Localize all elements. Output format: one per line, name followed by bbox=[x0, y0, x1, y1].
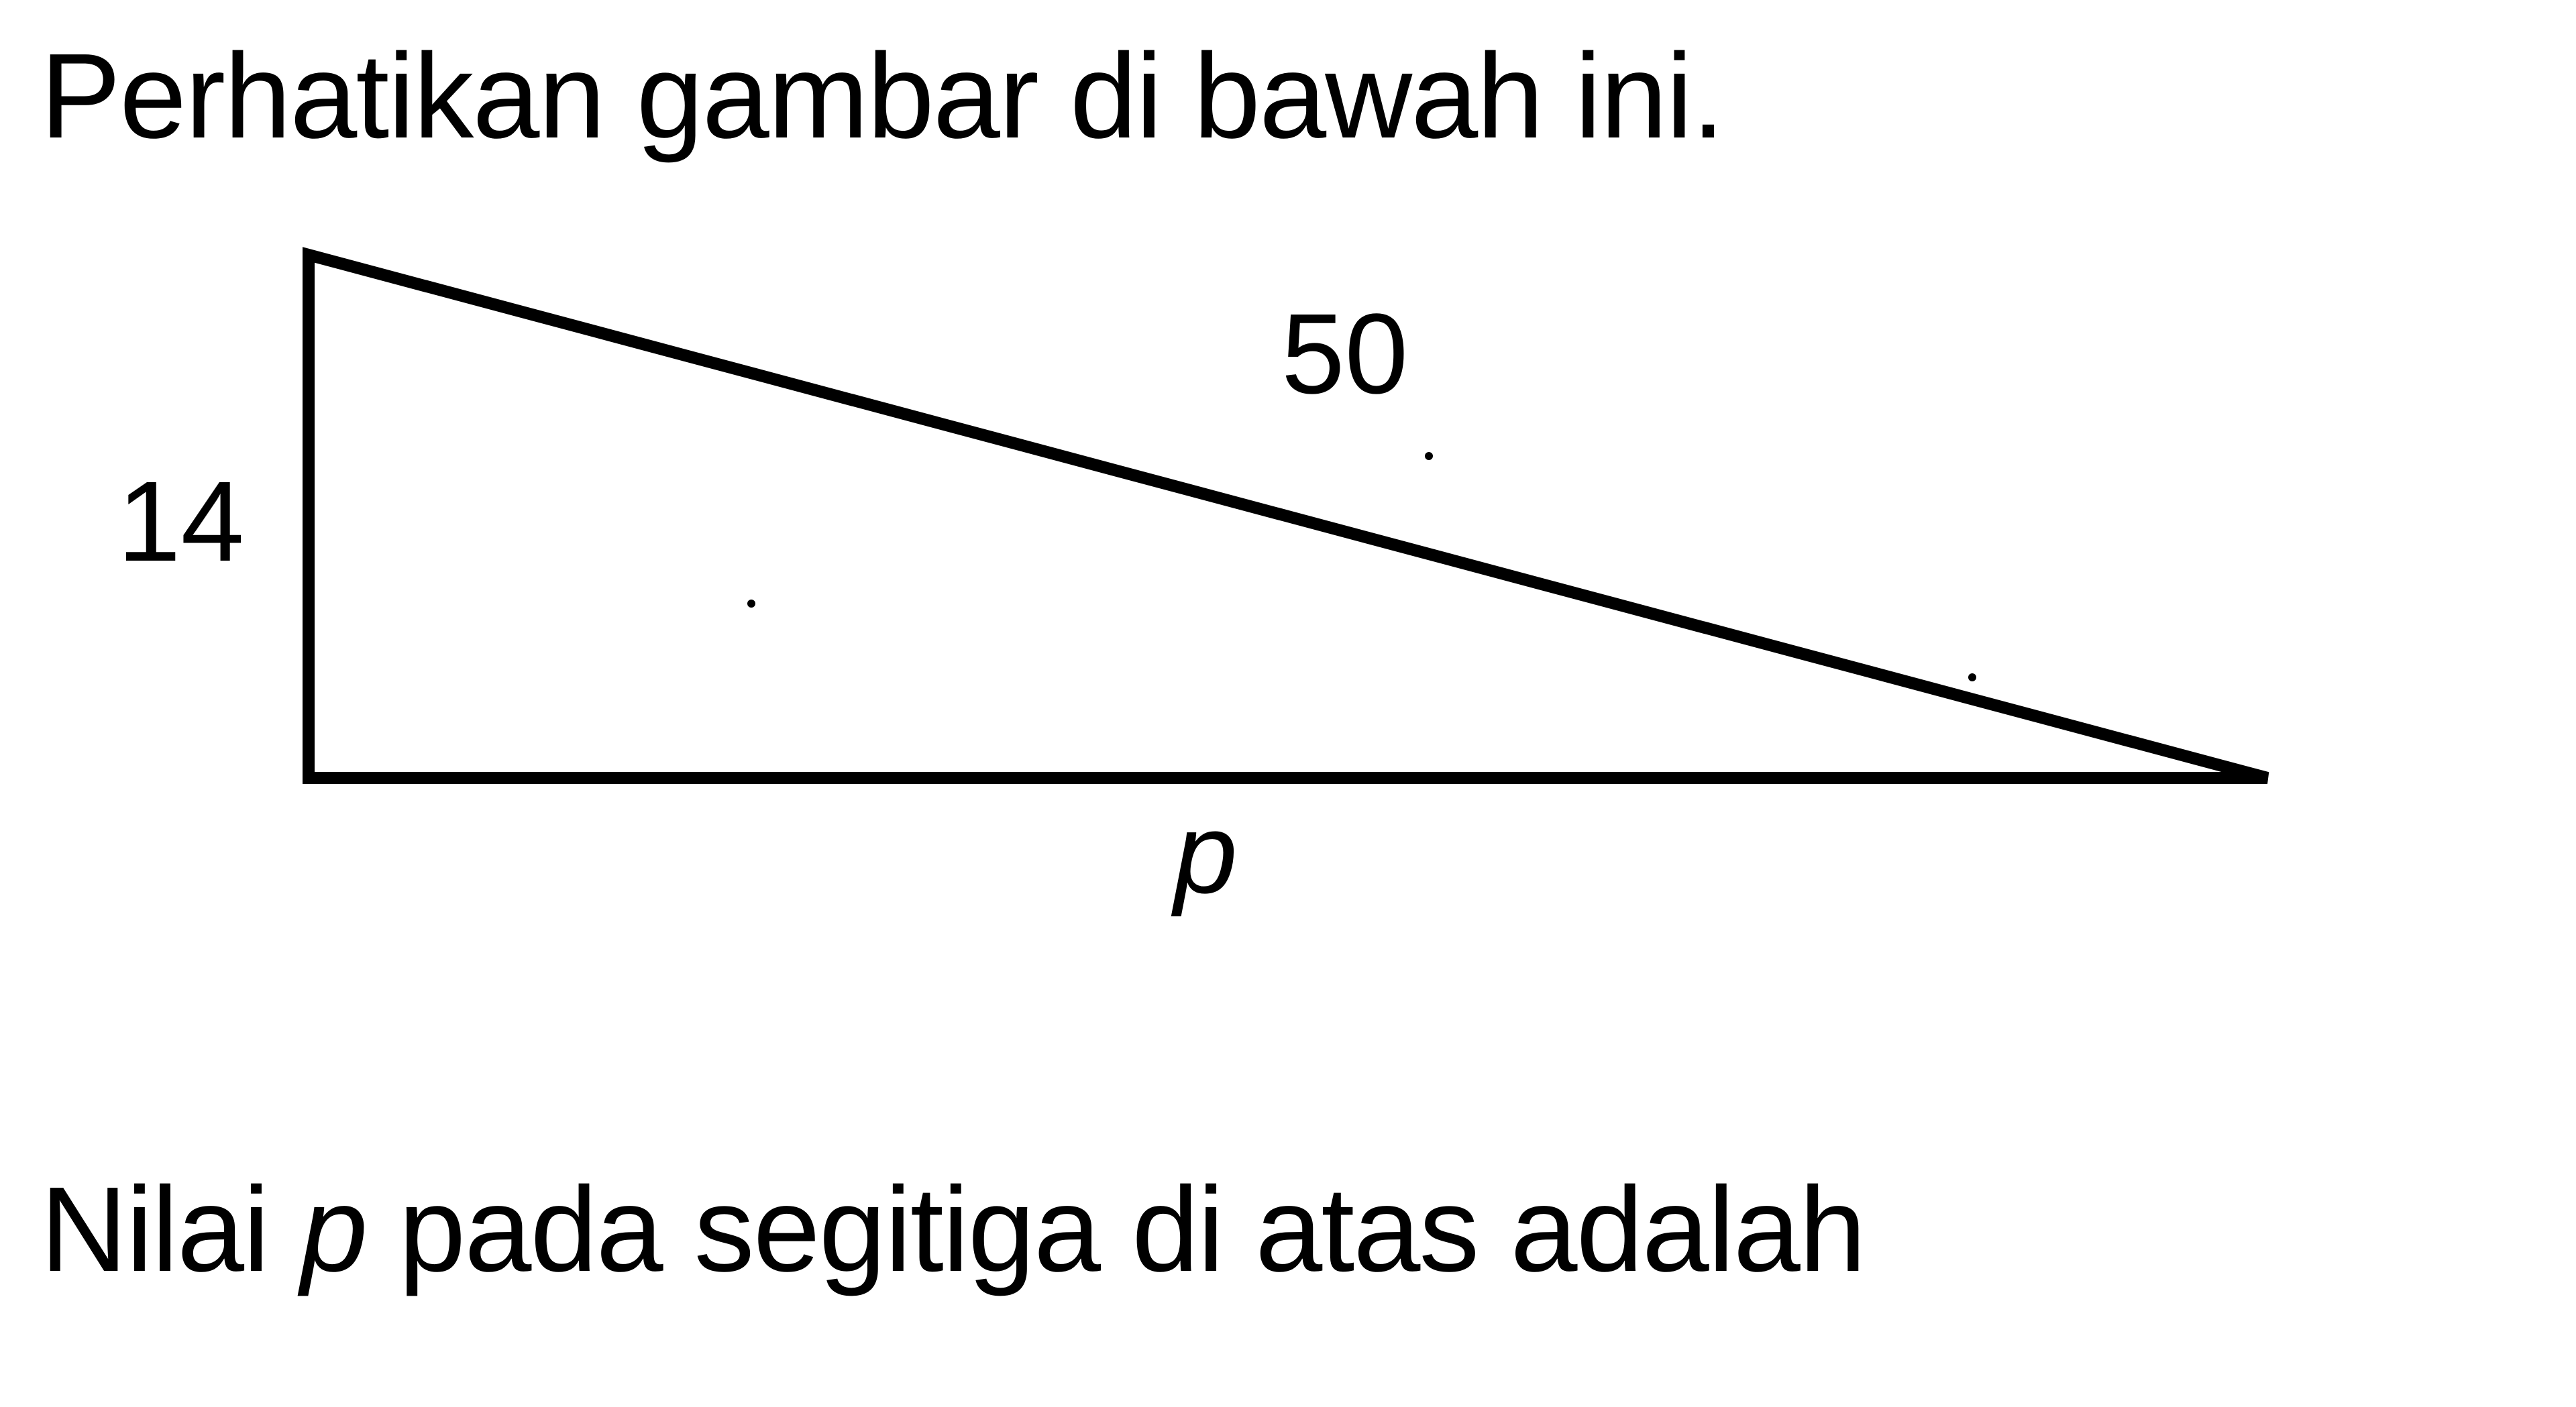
noise-dot bbox=[1425, 452, 1433, 460]
noise-dot bbox=[747, 600, 755, 608]
page-root: Perhatikan gambar di bawah ini. 14 50 p … bbox=[0, 0, 2576, 1407]
hypotenuse-label: 50 bbox=[1281, 288, 1408, 420]
footer-post: pada segitiga di atas adalah bbox=[366, 1162, 1865, 1297]
base-label: p bbox=[1174, 788, 1238, 919]
vertical-side-label: 14 bbox=[117, 456, 244, 587]
footer-text: Nilai p pada segitiga di atas adalah bbox=[40, 1160, 1865, 1299]
footer-var: p bbox=[301, 1162, 366, 1297]
noise-dot bbox=[1968, 673, 1976, 681]
footer-pre: Nilai bbox=[40, 1162, 301, 1297]
